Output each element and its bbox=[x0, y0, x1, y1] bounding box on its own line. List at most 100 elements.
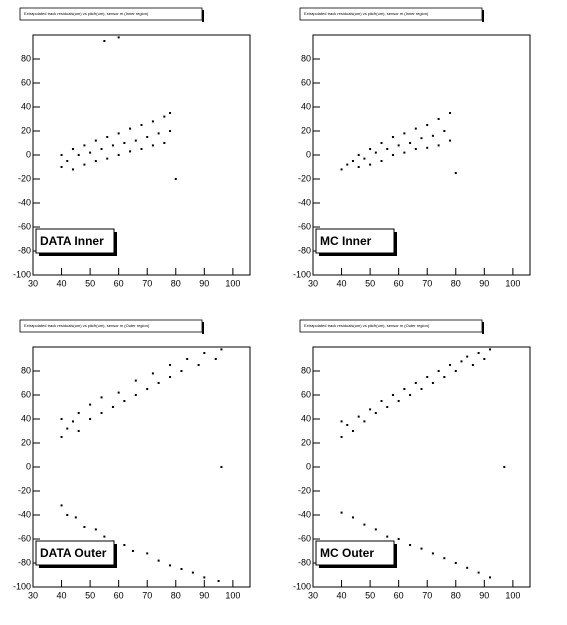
point bbox=[117, 36, 120, 39]
point bbox=[60, 154, 63, 156]
point bbox=[431, 134, 434, 137]
y-tick-label: -60 bbox=[18, 221, 31, 231]
y-tick-label: -20 bbox=[298, 173, 311, 183]
point bbox=[186, 358, 189, 360]
y-tick-label: -80 bbox=[298, 245, 311, 255]
point bbox=[169, 564, 172, 567]
point bbox=[180, 568, 183, 570]
point bbox=[351, 516, 354, 519]
point bbox=[71, 168, 74, 171]
point bbox=[169, 364, 172, 366]
point bbox=[403, 151, 406, 154]
point bbox=[357, 415, 360, 418]
title-shadow bbox=[202, 322, 204, 334]
title-shadow bbox=[202, 10, 204, 22]
point bbox=[346, 424, 349, 426]
point bbox=[71, 420, 74, 423]
point bbox=[77, 430, 80, 432]
point bbox=[426, 146, 429, 149]
point bbox=[111, 144, 114, 147]
y-tick-label: -40 bbox=[18, 197, 31, 207]
panel-label: MC Inner bbox=[320, 234, 372, 248]
point bbox=[374, 412, 377, 414]
point bbox=[131, 550, 134, 552]
y-tick-label: -20 bbox=[298, 485, 311, 495]
point bbox=[134, 394, 137, 396]
point bbox=[66, 427, 69, 430]
point bbox=[437, 370, 440, 372]
point bbox=[220, 466, 223, 468]
x-tick-label: 70 bbox=[422, 590, 432, 600]
point bbox=[134, 379, 137, 382]
point bbox=[77, 412, 80, 414]
panel: Extrapolated track residuals(um) vs pitc… bbox=[13, 7, 251, 288]
point bbox=[77, 154, 80, 156]
y-tick-label: 60 bbox=[21, 77, 31, 87]
x-tick-label: 90 bbox=[199, 278, 209, 288]
x-tick-label: 90 bbox=[479, 590, 489, 600]
x-tick-label: 80 bbox=[451, 590, 461, 600]
x-tick-label: 60 bbox=[114, 278, 124, 288]
point bbox=[449, 112, 452, 114]
point bbox=[386, 406, 389, 408]
y-tick-label: 60 bbox=[301, 77, 311, 87]
x-tick-label: 30 bbox=[308, 278, 318, 288]
panel-label: MC Outer bbox=[320, 546, 374, 560]
point bbox=[157, 382, 160, 384]
title-shadow bbox=[482, 322, 484, 334]
point bbox=[454, 370, 457, 372]
point bbox=[351, 160, 354, 162]
x-tick-label: 60 bbox=[394, 278, 404, 288]
chart-title: Extrapolated track residuals(um) vs pitc… bbox=[304, 11, 429, 16]
point bbox=[83, 163, 86, 166]
point bbox=[397, 538, 400, 540]
point bbox=[386, 148, 389, 150]
point bbox=[163, 142, 166, 144]
point bbox=[346, 163, 349, 166]
point bbox=[380, 400, 383, 402]
point bbox=[83, 144, 86, 147]
y-tick-label: -80 bbox=[18, 557, 31, 567]
y-tick-label: 20 bbox=[301, 125, 311, 135]
x-tick-label: 90 bbox=[199, 590, 209, 600]
point bbox=[397, 400, 400, 402]
chart-title: Extrapolated track residuals(um) vs pitc… bbox=[24, 323, 150, 328]
point bbox=[409, 394, 412, 396]
point bbox=[94, 139, 97, 142]
label-box bbox=[35, 540, 115, 566]
point bbox=[197, 364, 200, 366]
y-tick-label: 80 bbox=[21, 53, 31, 63]
point bbox=[397, 144, 400, 147]
y-tick-label: 40 bbox=[21, 413, 31, 423]
point bbox=[414, 127, 417, 130]
point bbox=[409, 142, 412, 144]
point bbox=[477, 352, 480, 354]
point bbox=[363, 157, 366, 160]
point bbox=[180, 370, 183, 372]
point bbox=[386, 535, 389, 538]
x-tick-label: 30 bbox=[28, 278, 38, 288]
point bbox=[140, 124, 143, 126]
x-tick-label: 50 bbox=[85, 278, 95, 288]
x-tick-label: 40 bbox=[337, 590, 347, 600]
x-tick-label: 80 bbox=[171, 278, 181, 288]
y-tick-label: 80 bbox=[301, 365, 311, 375]
y-tick-label: -100 bbox=[293, 581, 311, 591]
point bbox=[169, 376, 172, 378]
point bbox=[409, 544, 412, 546]
point bbox=[369, 163, 372, 166]
point bbox=[151, 372, 154, 375]
point bbox=[71, 148, 74, 150]
point bbox=[60, 418, 63, 420]
point bbox=[403, 388, 406, 390]
point bbox=[60, 504, 63, 507]
y-tick-label: -40 bbox=[298, 509, 311, 519]
x-tick-label: 90 bbox=[479, 278, 489, 288]
y-tick-label: 20 bbox=[21, 437, 31, 447]
x-tick-label: 40 bbox=[57, 590, 67, 600]
chart-title: Extrapolated track residuals(um) vs pitc… bbox=[304, 323, 430, 328]
y-tick-label: 60 bbox=[301, 389, 311, 399]
point bbox=[391, 136, 394, 138]
x-tick-label: 50 bbox=[365, 590, 375, 600]
point bbox=[151, 144, 154, 147]
